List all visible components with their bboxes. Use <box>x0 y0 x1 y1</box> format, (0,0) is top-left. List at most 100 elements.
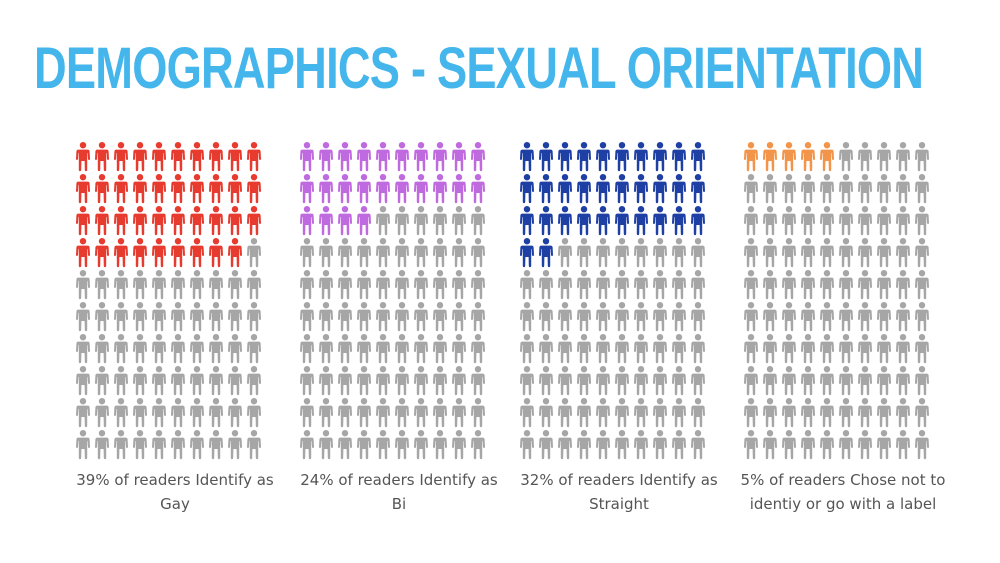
person-icon <box>471 206 485 236</box>
person-icon-highlighted <box>338 142 352 172</box>
person-icon <box>319 366 333 396</box>
person-icon <box>782 174 796 204</box>
person-icon-highlighted <box>691 206 705 236</box>
person-icon <box>338 334 352 364</box>
person-icon <box>433 206 447 236</box>
person-icon-highlighted <box>520 174 534 204</box>
person-icon <box>801 430 815 460</box>
person-icon <box>520 366 534 396</box>
person-icon <box>763 334 777 364</box>
person-icon <box>744 398 758 428</box>
person-icon <box>376 238 390 268</box>
person-icon <box>672 334 686 364</box>
person-icon <box>634 430 648 460</box>
person-icon <box>114 334 128 364</box>
person-icon <box>896 398 910 428</box>
person-icon <box>877 430 891 460</box>
person-icon-highlighted <box>152 238 166 268</box>
person-icon <box>114 270 128 300</box>
person-icon-highlighted <box>539 174 553 204</box>
person-icon-highlighted <box>152 206 166 236</box>
person-icon <box>395 430 409 460</box>
person-icon <box>744 334 758 364</box>
pictogram-panel-gay: 39% of readers Identify as Gay <box>74 140 274 513</box>
person-icon <box>338 238 352 268</box>
person-icon <box>858 206 872 236</box>
person-icon <box>338 270 352 300</box>
person-icon <box>171 302 185 332</box>
person-icon-highlighted <box>615 142 629 172</box>
person-icon <box>763 430 777 460</box>
person-icon-highlighted <box>190 238 204 268</box>
person-icon <box>209 398 223 428</box>
person-icon <box>539 398 553 428</box>
person-icon <box>634 398 648 428</box>
person-icon <box>577 302 591 332</box>
person-icon <box>896 430 910 460</box>
person-icon-highlighted <box>171 142 185 172</box>
person-icon <box>190 270 204 300</box>
person-icon <box>763 238 777 268</box>
person-icon <box>877 174 891 204</box>
person-icon <box>858 270 872 300</box>
person-icon <box>801 174 815 204</box>
person-icon <box>76 366 90 396</box>
person-icon <box>558 398 572 428</box>
person-icon <box>577 238 591 268</box>
person-icon <box>376 270 390 300</box>
person-icon-highlighted <box>114 206 128 236</box>
person-icon <box>76 398 90 428</box>
person-icon <box>209 430 223 460</box>
person-icon-highlighted <box>615 206 629 236</box>
person-icon <box>820 398 834 428</box>
person-icon <box>801 238 815 268</box>
person-icon <box>433 398 447 428</box>
person-icon-highlighted <box>615 174 629 204</box>
person-icon-highlighted <box>357 142 371 172</box>
person-icon <box>247 366 261 396</box>
person-icon <box>376 398 390 428</box>
person-icon-highlighted <box>247 206 261 236</box>
person-icon <box>95 398 109 428</box>
person-icon-highlighted <box>539 206 553 236</box>
person-icon <box>357 334 371 364</box>
person-icon <box>596 302 610 332</box>
pictogram-panel-bi: 24% of readers Identify as Bi <box>298 140 498 513</box>
person-icon <box>615 302 629 332</box>
person-icon <box>471 398 485 428</box>
person-icon <box>839 142 853 172</box>
person-icon <box>471 366 485 396</box>
person-icon <box>596 366 610 396</box>
person-icon <box>634 334 648 364</box>
person-icon-highlighted <box>190 142 204 172</box>
person-icon <box>190 366 204 396</box>
person-icon <box>744 366 758 396</box>
person-icon-highlighted <box>190 174 204 204</box>
person-icon-highlighted <box>596 174 610 204</box>
person-icon <box>691 334 705 364</box>
person-icon <box>319 334 333 364</box>
person-icon <box>95 366 109 396</box>
person-icon <box>319 238 333 268</box>
person-icon-highlighted <box>539 238 553 268</box>
person-icon-highlighted <box>820 142 834 172</box>
person-icon-highlighted <box>209 238 223 268</box>
person-icon-highlighted <box>171 206 185 236</box>
person-icon <box>839 270 853 300</box>
person-icon <box>433 366 447 396</box>
person-icon-highlighted <box>300 206 314 236</box>
person-icon <box>915 270 929 300</box>
person-icon <box>247 302 261 332</box>
person-icon <box>634 238 648 268</box>
person-icon <box>471 238 485 268</box>
person-icon <box>577 398 591 428</box>
person-icon <box>190 334 204 364</box>
person-icon <box>133 366 147 396</box>
person-icon <box>877 366 891 396</box>
pictogram-grid-gay <box>76 142 261 460</box>
person-icon-highlighted <box>691 142 705 172</box>
person-icon <box>319 430 333 460</box>
person-icon <box>744 430 758 460</box>
person-icon <box>653 238 667 268</box>
person-icon <box>376 206 390 236</box>
